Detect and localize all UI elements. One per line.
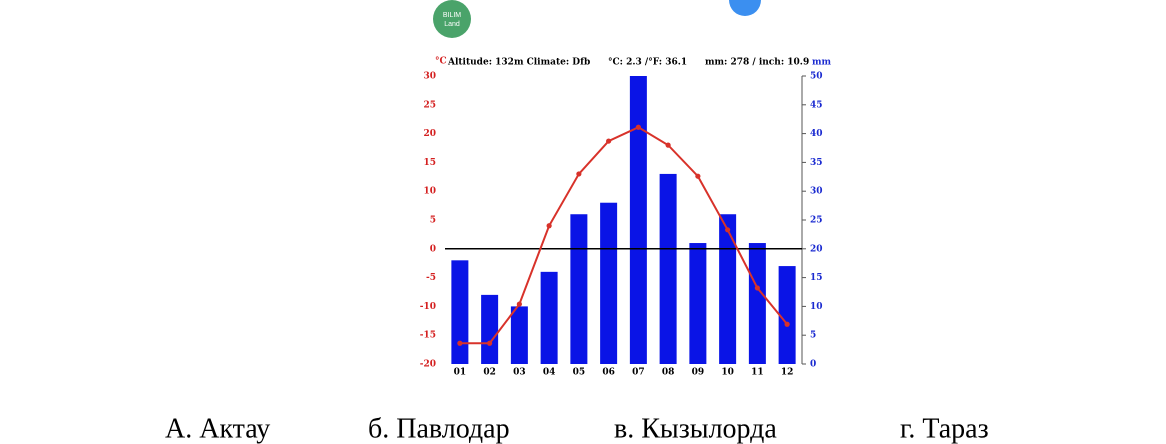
point — [487, 340, 493, 346]
y-tick-label: -10 — [420, 302, 436, 312]
logo-text: BILIM — [443, 12, 461, 19]
bar — [778, 266, 796, 364]
point — [576, 171, 582, 177]
x-tick-label: 12 — [781, 368, 794, 378]
logo-badge — [433, 0, 471, 38]
y2-axis-label: mm — [812, 58, 832, 68]
y-tick-label: 30 — [423, 72, 436, 82]
point — [635, 124, 641, 130]
y2-tick-label: 20 — [810, 244, 823, 254]
y-tick-label: 15 — [423, 158, 436, 168]
y2-tick-label: 5 — [810, 331, 816, 341]
point — [695, 173, 701, 179]
point — [606, 138, 612, 144]
bar — [748, 243, 766, 364]
dot — [729, 0, 761, 16]
bar — [451, 260, 469, 364]
y-axis-label: °C — [435, 57, 447, 67]
y-tick-label: 25 — [423, 100, 436, 110]
y-tick-label: 5 — [430, 216, 436, 226]
y2-tick-label: 25 — [810, 216, 823, 226]
y-tick-label: -5 — [426, 273, 436, 283]
x-tick-label: 03 — [513, 368, 526, 378]
y-tick-label: -15 — [420, 331, 436, 341]
bar — [510, 306, 528, 364]
line — [459, 126, 788, 345]
bar — [570, 214, 588, 364]
y2-tick-label: 35 — [810, 158, 823, 168]
logo-text: Land — [444, 21, 460, 28]
y2-tick-label: 10 — [810, 302, 823, 312]
x-tick-label: 05 — [573, 368, 586, 378]
option[interactable]: А. Актау — [165, 413, 270, 444]
y-tick-label: 10 — [423, 187, 436, 197]
bar — [481, 294, 499, 364]
point — [784, 321, 790, 327]
option[interactable]: в. Кызылорда — [614, 413, 777, 444]
point — [516, 301, 522, 307]
point — [725, 227, 731, 233]
y2-tick-label: 50 — [810, 72, 823, 82]
x-tick-label: 04 — [543, 368, 556, 378]
x-tick-label: 09 — [692, 368, 705, 378]
x-tick-label: 01 — [454, 368, 467, 378]
bar — [719, 214, 737, 364]
x-tick-label: 07 — [632, 368, 645, 378]
y-tick-label: 0 — [430, 244, 436, 254]
point — [754, 285, 760, 291]
point — [546, 223, 552, 229]
option[interactable]: б. Павлодар — [368, 413, 510, 444]
x-tick-label: 10 — [721, 368, 734, 378]
bar — [629, 76, 647, 364]
x-tick-label: 08 — [662, 368, 675, 378]
y2-tick-label: 15 — [810, 273, 823, 283]
option[interactable]: г. Тараз — [900, 413, 989, 444]
header-text: Altitude: 132m Climate: Dfb — [447, 58, 590, 68]
point — [457, 340, 463, 346]
x-tick-label: 02 — [483, 368, 496, 378]
y-tick-label: 20 — [423, 129, 436, 139]
y2-tick-label: 40 — [810, 129, 823, 139]
bar — [659, 173, 677, 364]
bar — [689, 243, 707, 364]
x-tick-label: 06 — [602, 368, 615, 378]
bar — [540, 271, 558, 364]
x-tick-label: 11 — [751, 368, 764, 378]
y2-tick-label: 45 — [810, 100, 823, 110]
point — [665, 142, 671, 148]
y2-tick-label: 0 — [810, 360, 816, 370]
bar — [600, 202, 618, 364]
y-tick-label: -20 — [420, 360, 436, 370]
header-text: mm: 278 / inch: 10.9 — [705, 58, 809, 68]
y2-tick-label: 30 — [810, 187, 823, 197]
header-text: °C: 2.3 /°F: 36.1 — [608, 58, 687, 68]
